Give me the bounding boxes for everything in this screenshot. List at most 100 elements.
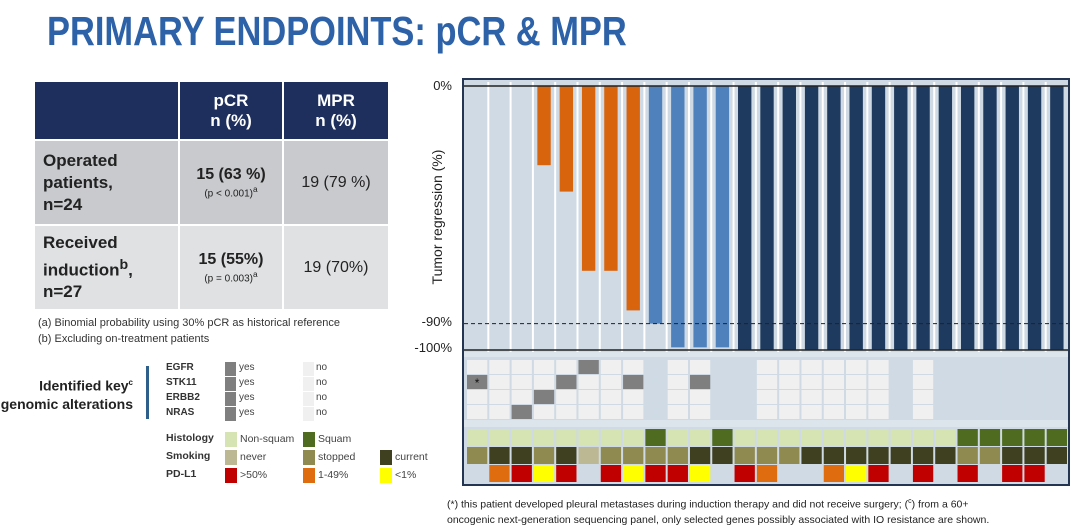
- row-label-line: induction: [43, 260, 120, 280]
- table-footnote-a: (a) Binomial probability using 30% pCR a…: [38, 317, 341, 329]
- column-separator: [487, 82, 490, 352]
- genomic-cell: [801, 360, 822, 374]
- bar: [581, 86, 596, 271]
- genomic-cell: [846, 360, 867, 374]
- smoking-cell: [846, 447, 867, 464]
- smoking-cell: [957, 447, 978, 464]
- pdl1-cell: [1024, 465, 1045, 482]
- genomic-cell: [712, 390, 733, 404]
- genomic-cell: [1002, 405, 1023, 419]
- histology-cell: [801, 429, 822, 446]
- genomic-cell: [734, 360, 755, 374]
- legend-swatch: [303, 450, 315, 465]
- genomic-cell: [556, 360, 577, 374]
- genomic-cell: [578, 405, 599, 419]
- column-separator: [888, 82, 891, 352]
- pdl1-cell: [712, 465, 733, 482]
- row-label: Received inductionb, n=27: [33, 224, 180, 311]
- pdl1-cell: [556, 465, 577, 482]
- bar: [1005, 86, 1019, 350]
- column-separator: [777, 82, 780, 352]
- legend-item-label: stopped: [318, 451, 356, 463]
- smoking-cell: [1002, 447, 1023, 464]
- genomic-cell: [689, 360, 711, 374]
- genomic-cell: [734, 390, 755, 404]
- column-separator: [955, 82, 958, 352]
- footnote-text: oncogenic next-generation sequencing pan…: [447, 513, 990, 526]
- genomic-cell: [912, 405, 934, 419]
- genomic-cell: [846, 390, 867, 404]
- genomic-cell: [890, 375, 911, 389]
- histology-cell: [712, 429, 733, 446]
- gene-no-label: no: [316, 362, 328, 373]
- table-row: Received inductionb, n=27 15 (55%) (p = 0.0…: [33, 224, 390, 311]
- legend-item-label: Squam: [318, 433, 352, 445]
- footnote-mark: c: [128, 378, 133, 387]
- results-table: pCR n (%) MPR n (%) Operated patients, n=24 …: [33, 80, 390, 311]
- genomic-cell: [533, 360, 555, 374]
- genomic-cell: [756, 360, 778, 374]
- pdl1-cell: [467, 465, 488, 482]
- legend-title-line: Identified key: [39, 377, 129, 394]
- histology-cell: [756, 429, 778, 446]
- table-row: Operated patients, n=24 15 (63 %) (p < 0.00…: [33, 139, 390, 226]
- column-separator: [866, 82, 869, 352]
- smoking-cell: [779, 447, 800, 464]
- genomic-cell: [489, 375, 510, 389]
- bar: [916, 86, 930, 350]
- pdl1-cell: [823, 465, 845, 482]
- header-pcr-unit: n (%): [210, 110, 252, 130]
- genomic-cell: [667, 375, 688, 389]
- histology-cell: [1002, 429, 1023, 446]
- row-label: Operated patients, n=24: [33, 139, 180, 226]
- slide-title: PRIMARY ENDPOINTS: pCR & MPR: [47, 8, 627, 54]
- column-separator: [509, 82, 512, 352]
- genomic-cell: [689, 405, 711, 419]
- smoking-cell: [756, 447, 778, 464]
- header-mpr: MPR n (%): [282, 80, 390, 141]
- gene-no-swatch: [303, 407, 314, 421]
- bar: [715, 86, 730, 348]
- genomic-cell: [511, 390, 532, 404]
- gene-label: STK11: [166, 377, 197, 388]
- column-separator: [732, 82, 735, 352]
- genomic-cell: [846, 375, 867, 389]
- pdl1-cell: [957, 465, 978, 482]
- column-separator: [910, 82, 913, 352]
- footnote-mark: b: [119, 256, 129, 273]
- bar: [871, 86, 886, 350]
- histology-cell: [979, 429, 1001, 446]
- gene-yes-swatch: [225, 377, 236, 391]
- histology-cell: [578, 429, 599, 446]
- histology-cell: [467, 429, 488, 446]
- gene-label: NRAS: [166, 407, 195, 418]
- pdl1-cell: [511, 465, 532, 482]
- genomic-cell: [556, 405, 577, 419]
- figure-footnote: (*) this patient developed pleural metas…: [447, 494, 1077, 528]
- genomic-cell: [801, 390, 822, 404]
- pdl1-cell: [779, 465, 800, 482]
- gene-no-label: no: [316, 392, 328, 403]
- gene-no-swatch: [303, 377, 314, 391]
- pdl1-cell: [846, 465, 867, 482]
- genomic-cell: [779, 375, 800, 389]
- genomic-cell: [935, 405, 956, 419]
- genomic-cell: [957, 405, 978, 419]
- genomic-cell: [890, 405, 911, 419]
- genomic-cell: [578, 375, 599, 389]
- bar: [760, 86, 774, 350]
- bar: [604, 86, 618, 271]
- genomic-cell: [979, 360, 1001, 374]
- smoking-cell: [712, 447, 733, 464]
- column-separator: [977, 82, 980, 352]
- genomic-cell: [689, 375, 711, 389]
- header-empty: [33, 80, 180, 141]
- genomic-cell: [1024, 405, 1045, 419]
- row-label-line: patients,: [43, 172, 113, 192]
- gene-label: EGFR: [166, 362, 194, 373]
- header-mpr-unit: n (%): [315, 110, 357, 130]
- genomic-cell: [623, 390, 644, 404]
- gene-no-swatch: [303, 362, 314, 376]
- gene-yes-swatch: [225, 392, 236, 406]
- pdl1-cell: [645, 465, 666, 482]
